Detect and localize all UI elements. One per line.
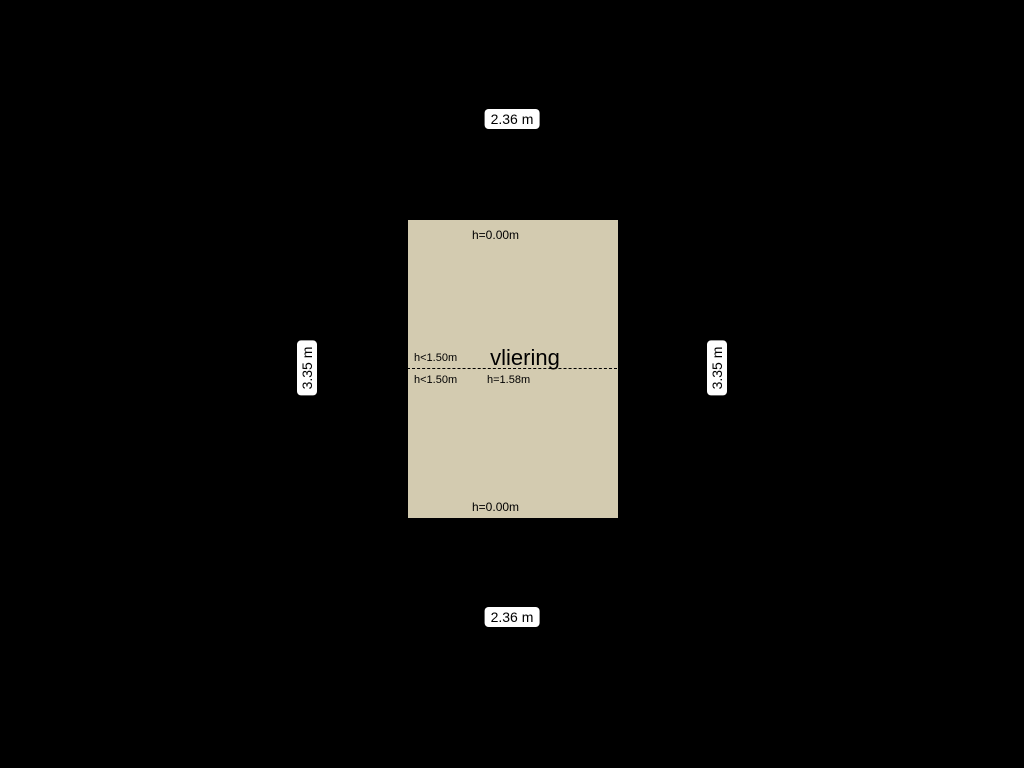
- dimension-label-top: 2.36 m: [485, 109, 540, 129]
- height-label-mid-above: h<1.50m: [414, 352, 457, 364]
- dimension-label-right: 3.35 m: [707, 341, 727, 396]
- height-label-bottom: h=0.00m: [472, 500, 519, 514]
- height-label-top: h=0.00m: [472, 228, 519, 242]
- floorplan-canvas: vliering 2.36 m 2.36 m 3.35 m 3.35 m h=0…: [0, 0, 1024, 768]
- dimension-label-left: 3.35 m: [297, 341, 317, 396]
- room-name-label: vliering: [490, 345, 560, 371]
- height-label-ridge: h=1.58m: [487, 374, 530, 386]
- dimension-label-bottom: 2.36 m: [485, 607, 540, 627]
- height-label-mid-below: h<1.50m: [414, 374, 457, 386]
